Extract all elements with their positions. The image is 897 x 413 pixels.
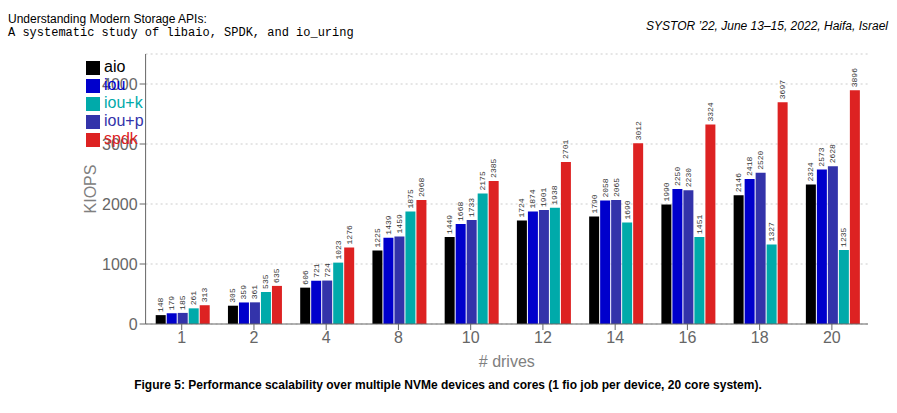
svg-text:2146: 2146	[734, 173, 743, 192]
svg-text:10: 10	[462, 329, 480, 346]
svg-text:1901: 1901	[539, 188, 548, 207]
svg-text:3697: 3697	[778, 80, 787, 99]
svg-text:261: 261	[189, 291, 198, 306]
svg-text:1023: 1023	[334, 240, 343, 259]
svg-text:14: 14	[606, 329, 624, 346]
svg-text:185: 185	[178, 295, 187, 310]
svg-text:1668: 1668	[456, 202, 465, 221]
svg-text:148: 148	[156, 298, 165, 313]
svg-text:635: 635	[272, 268, 281, 283]
svg-text:16: 16	[679, 329, 697, 346]
svg-text:2520: 2520	[756, 150, 765, 169]
svg-text:8: 8	[394, 329, 403, 346]
svg-text:179: 179	[167, 296, 176, 311]
svg-text:# drives: # drives	[479, 353, 535, 370]
svg-text:361: 361	[250, 285, 259, 300]
svg-text:3896: 3896	[850, 68, 859, 87]
svg-text:4000: 4000	[102, 76, 138, 93]
svg-text:18: 18	[751, 329, 769, 346]
svg-text:1459: 1459	[395, 214, 404, 233]
svg-text:KIOPS: KIOPS	[82, 165, 99, 214]
svg-text:2175: 2175	[478, 171, 487, 190]
svg-text:2058: 2058	[601, 178, 610, 197]
svg-text:2: 2	[250, 329, 259, 346]
svg-text:12: 12	[534, 329, 552, 346]
svg-text:1874: 1874	[528, 189, 537, 208]
svg-text:1225: 1225	[373, 228, 382, 247]
svg-text:724: 724	[323, 263, 332, 278]
svg-text:535: 535	[261, 274, 270, 289]
svg-text:1439: 1439	[384, 215, 393, 234]
svg-text:2628: 2628	[828, 144, 837, 163]
svg-text:2068: 2068	[417, 178, 426, 197]
svg-text:2230: 2230	[684, 168, 693, 187]
svg-text:4: 4	[322, 329, 331, 346]
svg-text:3000: 3000	[102, 136, 138, 153]
svg-text:2065: 2065	[612, 178, 621, 197]
svg-text:606: 606	[301, 270, 310, 285]
svg-text:2000: 2000	[102, 196, 138, 213]
svg-text:1000: 1000	[102, 256, 138, 273]
svg-text:1938: 1938	[550, 185, 559, 204]
svg-text:1724: 1724	[517, 198, 526, 217]
svg-text:1451: 1451	[695, 215, 704, 234]
svg-text:3324: 3324	[706, 102, 715, 121]
svg-text:20: 20	[823, 329, 841, 346]
svg-text:359: 359	[239, 285, 248, 300]
svg-text:721: 721	[312, 263, 321, 278]
svg-text:1: 1	[177, 329, 186, 346]
svg-text:2324: 2324	[806, 162, 815, 181]
svg-text:313: 313	[200, 288, 209, 303]
svg-text:1276: 1276	[345, 225, 354, 244]
svg-text:305: 305	[228, 288, 237, 303]
svg-text:1790: 1790	[590, 194, 599, 213]
svg-text:1875: 1875	[406, 189, 415, 208]
svg-text:0: 0	[129, 316, 138, 333]
svg-text:2573: 2573	[817, 147, 826, 166]
svg-text:1733: 1733	[467, 198, 476, 217]
svg-text:2385: 2385	[489, 158, 498, 177]
svg-text:2701: 2701	[561, 140, 570, 159]
svg-text:2250: 2250	[673, 167, 682, 186]
svg-text:1690: 1690	[623, 200, 632, 219]
svg-text:1235: 1235	[839, 227, 848, 246]
svg-text:3012: 3012	[634, 121, 643, 140]
svg-text:1327: 1327	[767, 222, 776, 241]
svg-text:2418: 2418	[745, 157, 754, 176]
svg-text:1990: 1990	[662, 182, 671, 201]
svg-text:1449: 1449	[445, 215, 454, 234]
